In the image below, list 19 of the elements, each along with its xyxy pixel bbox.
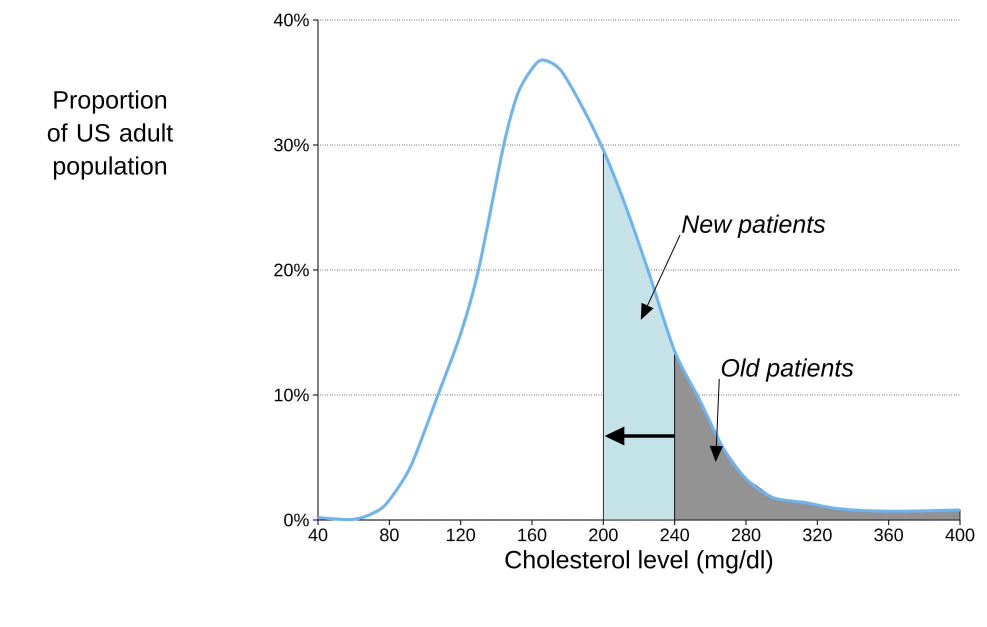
x-axis-title: Cholesterol level (mg/dl) <box>506 550 772 574</box>
x-tick-label: 360 <box>874 528 903 542</box>
y-tick-label: 20% <box>274 264 309 276</box>
x-tick-label: 120 <box>447 528 475 542</box>
x-tick-label: 200 <box>589 528 618 542</box>
y-axis-title: Proportion of US adult population <box>48 90 174 180</box>
y-tick-label: 10% <box>274 388 309 402</box>
series-label: Old patients <box>722 358 854 382</box>
x-tick-label: 320 <box>803 528 832 542</box>
x-tick-label: 280 <box>732 528 760 542</box>
y-tick-label: 0% <box>284 514 309 526</box>
x-tick-label: 400 <box>945 528 974 542</box>
y-tick-label: 30% <box>274 138 309 152</box>
series-label: New patients <box>682 214 826 238</box>
x-tick-label: 160 <box>518 528 546 542</box>
x-tick-label: 40 <box>308 528 328 542</box>
x-tick-label: 240 <box>660 528 689 542</box>
x-tick-label: 80 <box>380 528 399 542</box>
y-tick-label: 40% <box>274 14 309 26</box>
